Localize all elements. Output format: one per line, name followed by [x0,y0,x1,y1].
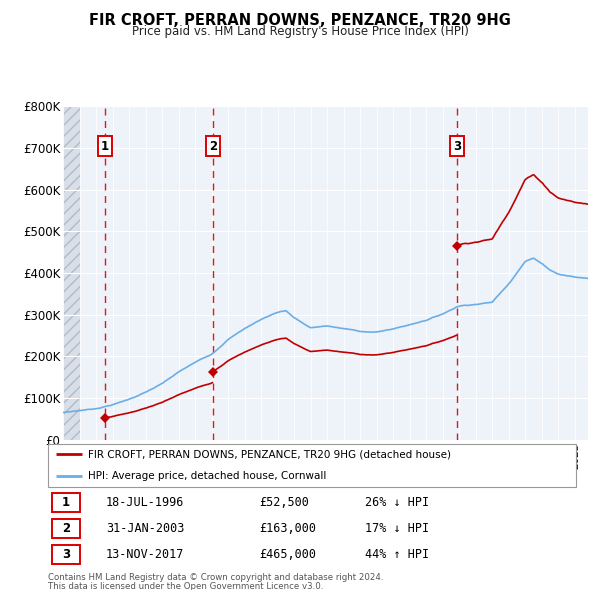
FancyBboxPatch shape [48,444,576,487]
Text: 2: 2 [209,140,217,153]
Text: £52,500: £52,500 [259,496,309,509]
Text: Contains HM Land Registry data © Crown copyright and database right 2024.: Contains HM Land Registry data © Crown c… [48,573,383,582]
Text: 17% ↓ HPI: 17% ↓ HPI [365,522,429,535]
Text: 13-NOV-2017: 13-NOV-2017 [106,548,184,561]
Text: 18-JUL-1996: 18-JUL-1996 [106,496,184,509]
Text: 2: 2 [62,522,70,535]
Text: FIR CROFT, PERRAN DOWNS, PENZANCE, TR20 9HG (detached house): FIR CROFT, PERRAN DOWNS, PENZANCE, TR20 … [88,450,451,460]
Text: Price paid vs. HM Land Registry's House Price Index (HPI): Price paid vs. HM Land Registry's House … [131,25,469,38]
Text: 3: 3 [62,548,70,561]
Text: This data is licensed under the Open Government Licence v3.0.: This data is licensed under the Open Gov… [48,582,323,590]
Text: HPI: Average price, detached house, Cornwall: HPI: Average price, detached house, Corn… [88,471,326,481]
Text: 1: 1 [62,496,70,509]
Text: FIR CROFT, PERRAN DOWNS, PENZANCE, TR20 9HG: FIR CROFT, PERRAN DOWNS, PENZANCE, TR20 … [89,13,511,28]
Text: 26% ↓ HPI: 26% ↓ HPI [365,496,429,509]
Text: 3: 3 [453,140,461,153]
FancyBboxPatch shape [52,519,80,538]
FancyBboxPatch shape [52,545,80,564]
Text: 44% ↑ HPI: 44% ↑ HPI [365,548,429,561]
FancyBboxPatch shape [52,493,80,512]
Bar [63,106,80,440]
Text: £465,000: £465,000 [259,548,316,561]
Text: 31-JAN-2003: 31-JAN-2003 [106,522,184,535]
Text: £163,000: £163,000 [259,522,316,535]
Text: 1: 1 [101,140,109,153]
